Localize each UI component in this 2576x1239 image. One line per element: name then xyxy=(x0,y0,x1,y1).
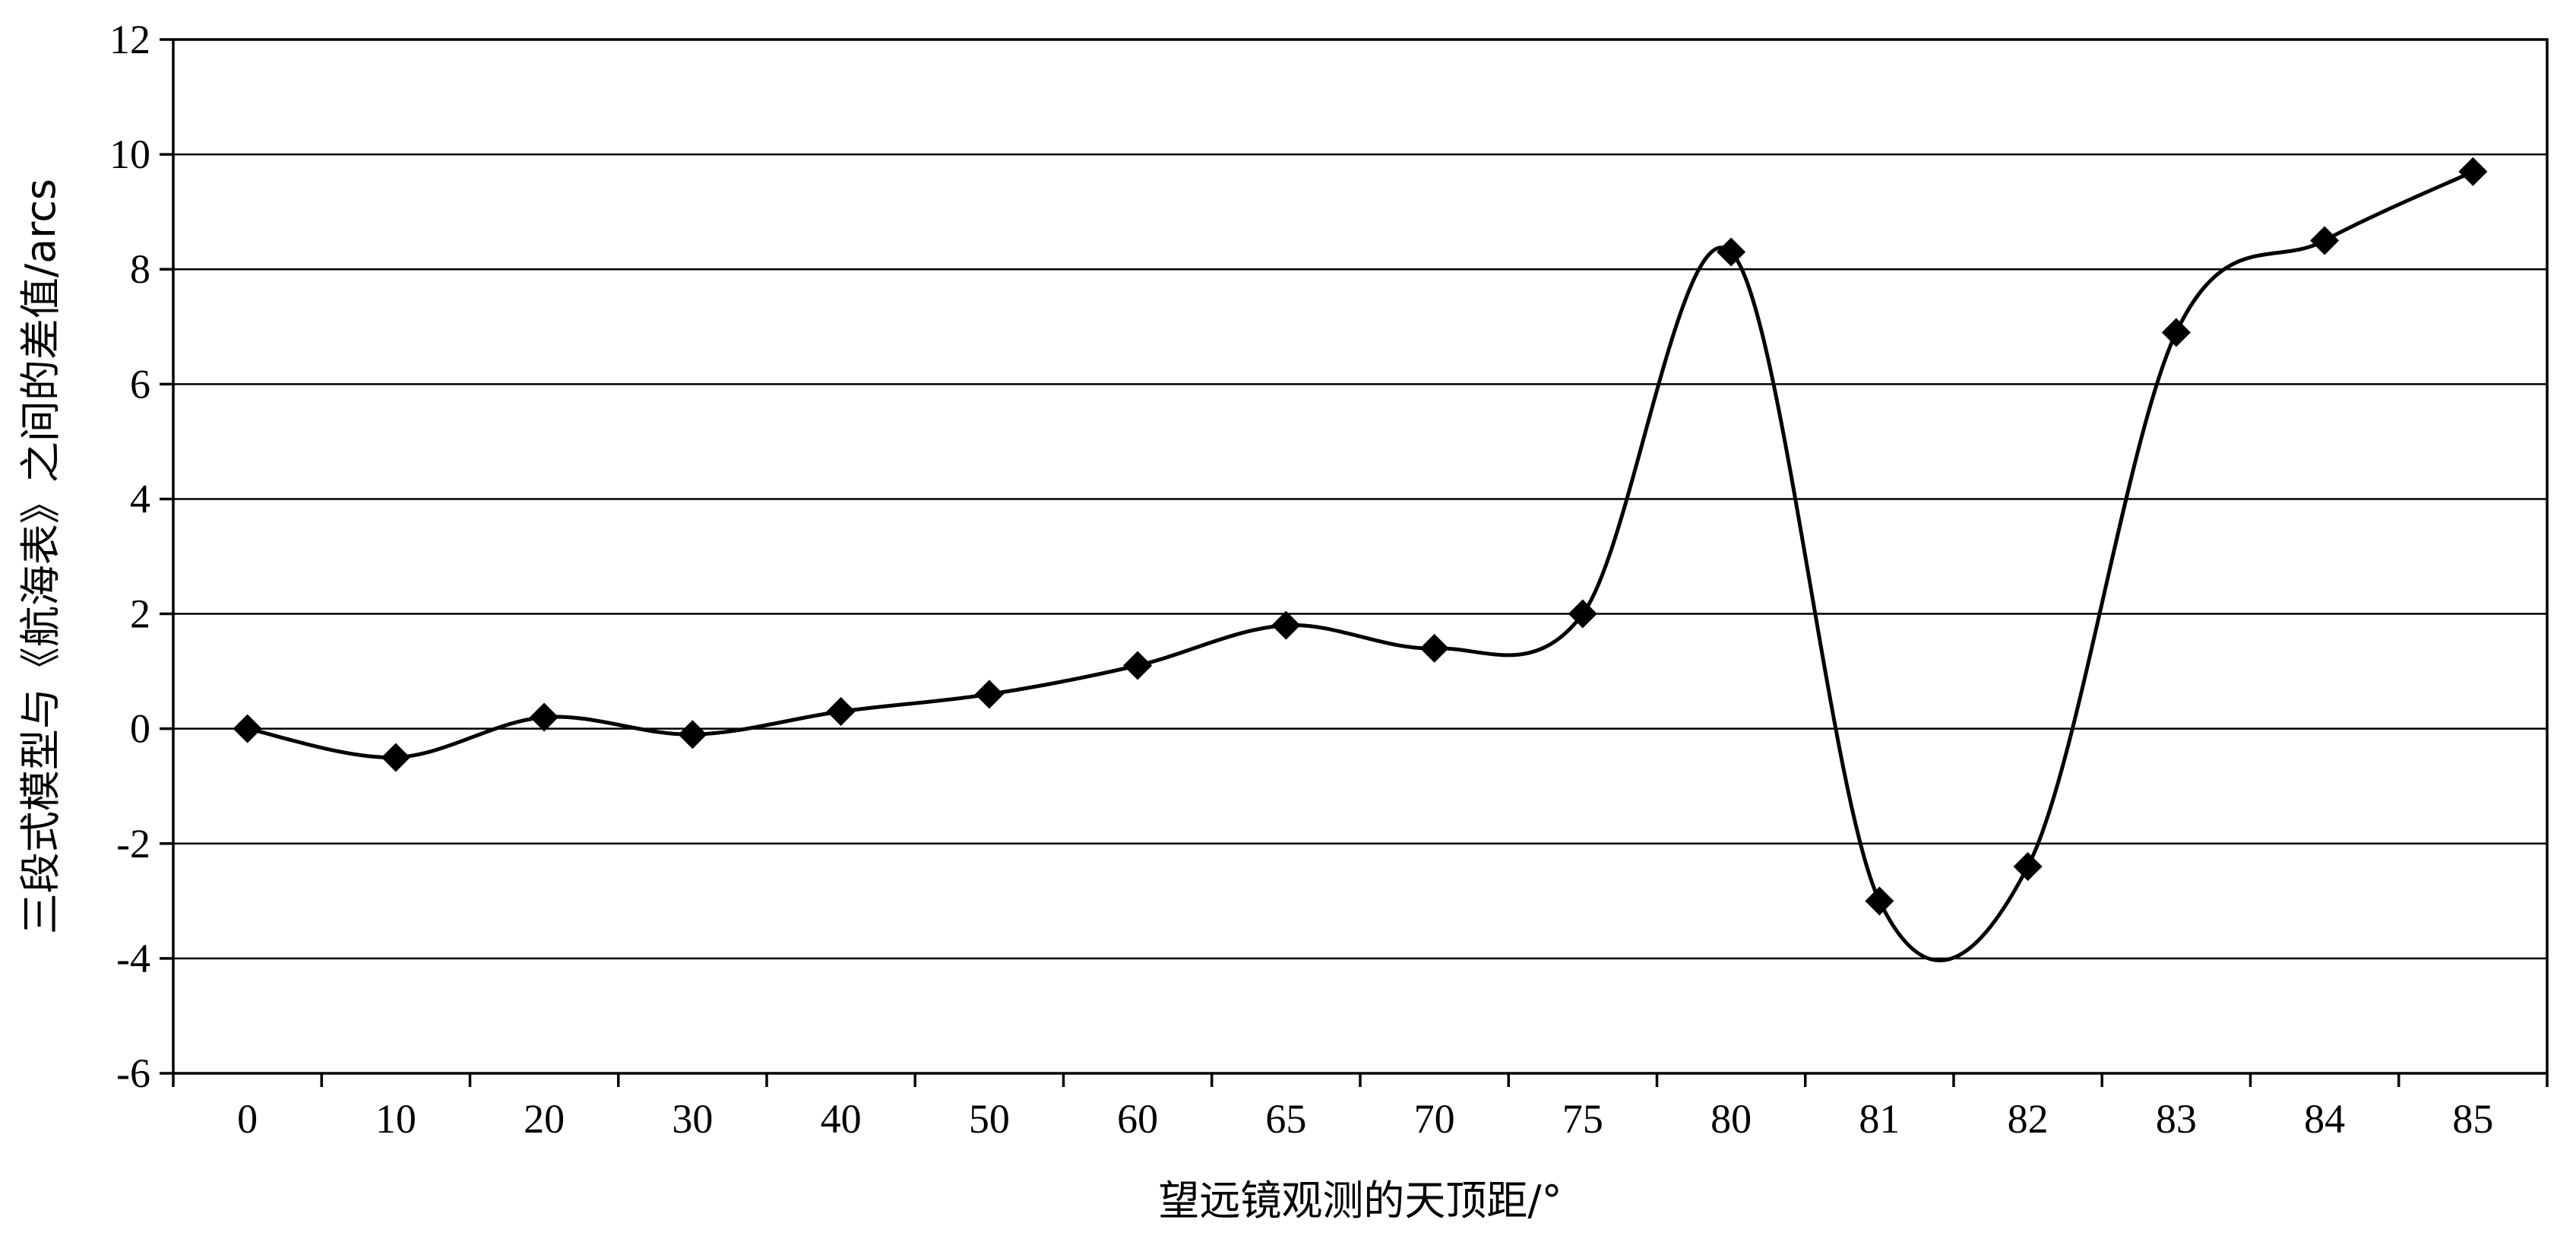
x-tick-label: 81 xyxy=(1859,1096,1900,1142)
y-tick-label: 8 xyxy=(130,246,150,292)
y-tick-label: 6 xyxy=(130,361,150,407)
data-point xyxy=(233,714,262,743)
y-tick-label: -6 xyxy=(116,1050,150,1096)
y-tick-label: -4 xyxy=(116,936,150,981)
x-tick-label: 0 xyxy=(237,1096,258,1142)
data-point xyxy=(678,720,707,749)
data-point xyxy=(1865,886,1894,916)
x-tick-label: 83 xyxy=(2156,1096,2197,1142)
data-point xyxy=(2161,318,2191,347)
data-point xyxy=(2310,226,2340,255)
x-tick-label: 10 xyxy=(375,1096,416,1142)
x-tick-label: 75 xyxy=(1562,1096,1603,1142)
y-tick-labels: 12 10 8 6 4 2 0 -2 -4 -6 xyxy=(109,17,150,1096)
data-point xyxy=(1271,610,1301,640)
series-line xyxy=(247,170,2474,962)
x-tick-label: 82 xyxy=(2008,1096,2049,1142)
plot-frame xyxy=(172,38,2549,1075)
x-tick-label: 20 xyxy=(524,1096,565,1142)
x-tick-label: 85 xyxy=(2452,1096,2493,1142)
x-tick-label: 30 xyxy=(672,1096,713,1142)
y-tick-label: 12 xyxy=(109,17,150,62)
y-tick-label: 4 xyxy=(130,476,150,521)
x-tick-label: 40 xyxy=(821,1096,862,1142)
x-tick-label: 70 xyxy=(1414,1096,1455,1142)
x-tick-label: 84 xyxy=(2304,1096,2345,1142)
data-point xyxy=(2013,852,2043,881)
data-point xyxy=(1123,651,1153,680)
data-point xyxy=(1419,633,1449,663)
y-tick-label: 0 xyxy=(130,706,150,752)
data-point xyxy=(2458,157,2488,186)
y-tick-label: 2 xyxy=(130,591,150,637)
y-axis-title: 三段式模型与《航海表》之间的差值/arcs xyxy=(17,179,65,934)
x-tick-label: 60 xyxy=(1117,1096,1158,1142)
y-tick-label: -2 xyxy=(116,821,150,867)
data-point xyxy=(381,743,410,772)
x-tick-labels: 0 10 20 30 40 50 60 65 70 75 80 81 82 83 84 85 xyxy=(237,1096,2493,1142)
data-point xyxy=(826,697,856,726)
x-axis-title: 望远镜观测的天顶距/° xyxy=(1158,1177,1562,1225)
y-tick-label: 10 xyxy=(109,132,150,177)
data-point xyxy=(1568,599,1597,629)
data-markers xyxy=(233,157,2488,916)
x-tick-label: 80 xyxy=(1710,1096,1752,1142)
gridlines xyxy=(173,153,2547,960)
data-point xyxy=(974,680,1004,709)
data-point xyxy=(530,702,559,732)
x-tick-label: 50 xyxy=(969,1096,1010,1142)
x-tick-label: 65 xyxy=(1265,1096,1306,1142)
axis-ticks xyxy=(160,38,2549,1087)
data-point xyxy=(1717,237,1746,267)
